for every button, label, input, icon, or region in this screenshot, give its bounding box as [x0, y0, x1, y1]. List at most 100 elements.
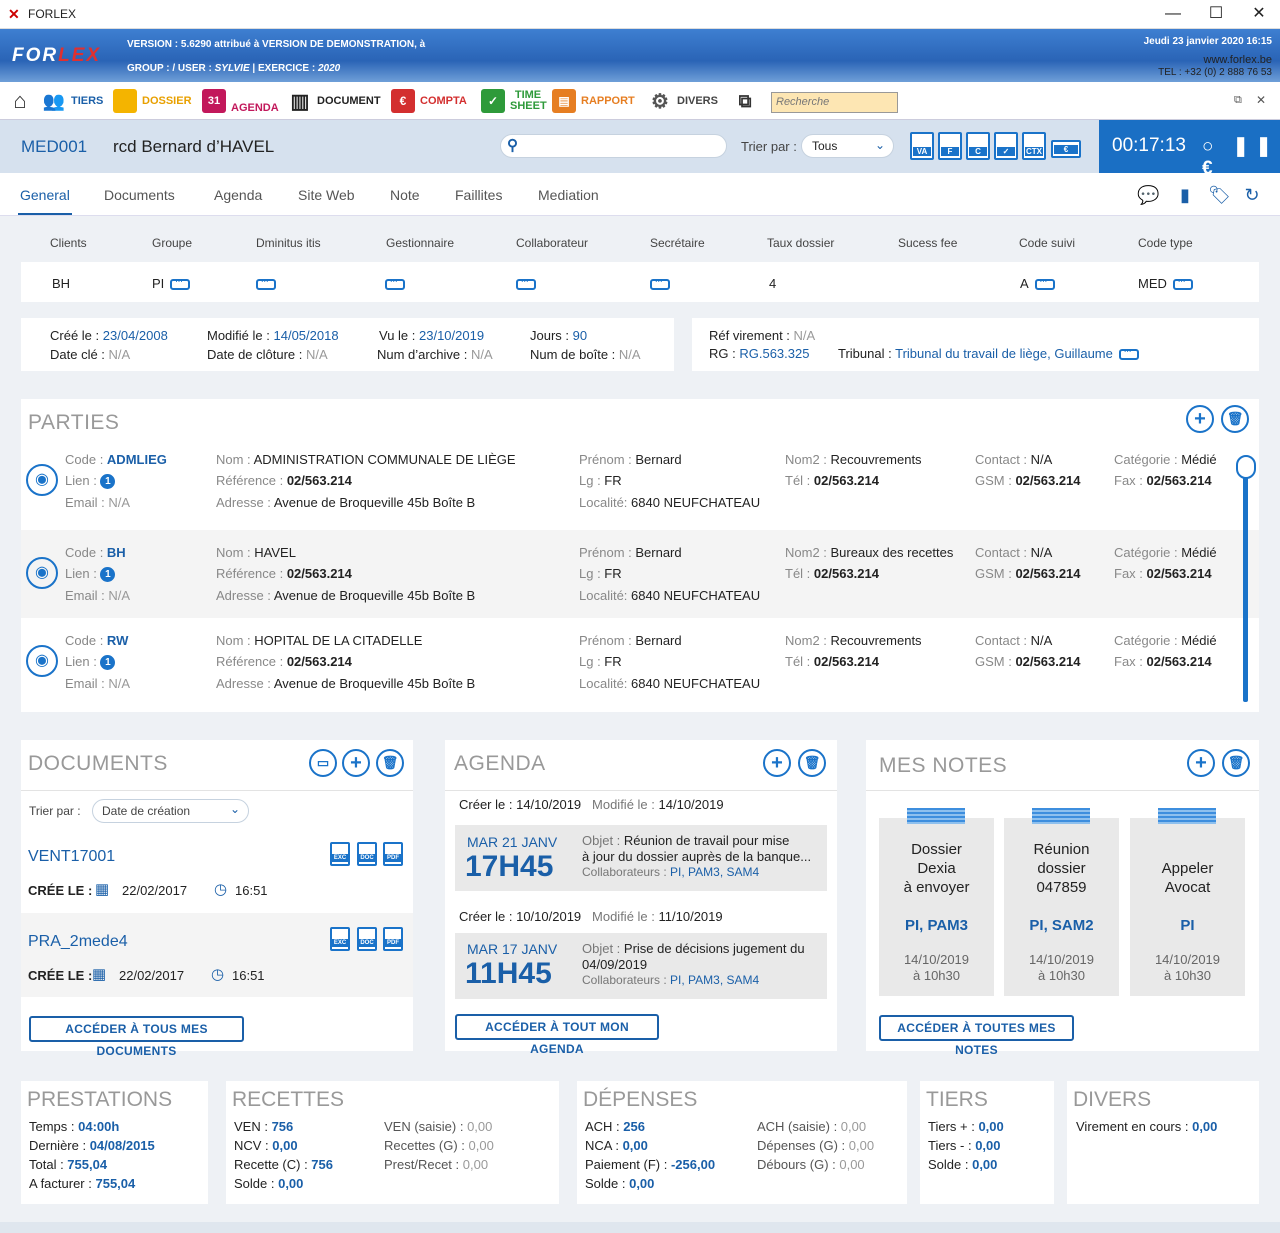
add-document-button[interactable]: +: [342, 749, 370, 777]
party-fax: 02/563.214: [1146, 473, 1212, 488]
toolbar-timesheet[interactable]: ✓ TIME SHEET: [481, 88, 547, 114]
chat-icon[interactable]: 💬: [1137, 185, 1160, 205]
parties-scrollbar-thumb[interactable]: [1236, 455, 1256, 479]
edit-groupe-button[interactable]: [170, 274, 191, 291]
all-notes-button[interactable]: ACCÉDER À TOUTES MES NOTES: [879, 1015, 1074, 1057]
windows-icon: ⧉: [738, 90, 752, 111]
toolbar-windows[interactable]: ⧉: [733, 88, 757, 114]
pdf-file-icon[interactable]: PDF: [383, 927, 403, 951]
party-address: Avenue de Broqueville 45b Boîte B: [273, 588, 476, 603]
all-agenda-button[interactable]: ACCÉDER À TOUT MON AGENDA: [455, 1014, 659, 1056]
party-nom: ADMINISTRATION COMMUNALE DE LIÈGE: [253, 452, 516, 467]
delete-document-button[interactable]: 🗑: [376, 749, 404, 777]
add-agenda-button[interactable]: +: [763, 749, 791, 777]
exc-file-icon[interactable]: EXC: [330, 842, 350, 866]
restore-icon[interactable]: ⧉: [1234, 94, 1242, 106]
party-row[interactable]: ◉ Code : BH Lien : 1 Email : N/A Nom : H…: [21, 530, 1259, 618]
document-item[interactable]: PRA_2mede4 EXC DOC PDF CRÉE LE : ▦ 22/02…: [21, 913, 413, 997]
edit-collaborateur-button[interactable]: [516, 274, 536, 291]
toolbar-compta[interactable]: € COMPTA: [391, 88, 467, 114]
open-folder-button[interactable]: ▭: [309, 749, 337, 777]
global-search-input[interactable]: Recherche: [771, 92, 898, 113]
add-note-button[interactable]: +: [1187, 749, 1215, 777]
party-lien-badge[interactable]: 1: [100, 655, 116, 671]
summary-label: ACH :: [585, 1119, 624, 1134]
tag-icon[interactable]: 🏷: [1208, 185, 1231, 205]
eye-icon[interactable]: ◉: [26, 557, 58, 589]
edit-code-suivi-button[interactable]: [1034, 274, 1055, 291]
party-row[interactable]: ◉ Code : RW Lien : 1 Email : N/A Nom : H…: [21, 618, 1259, 706]
tab-faillites[interactable]: Faillites: [455, 187, 503, 203]
toolbar-rapport[interactable]: ▤ RAPPORT: [552, 88, 635, 114]
toolbar-tiers[interactable]: 👥 TIERS: [42, 88, 104, 114]
party-contact-label: Contact :: [975, 545, 1031, 560]
party-address-label: Adresse :: [216, 676, 274, 691]
document-item[interactable]: VENT17001 EXC DOC PDF CRÉE LE : ▦ 22/02/…: [21, 828, 413, 912]
doc-file-icon[interactable]: DOC: [357, 927, 377, 951]
edit-code-type-button[interactable]: [1172, 274, 1193, 291]
tribunal-label: Tribunal :: [838, 346, 892, 361]
close-button[interactable]: ✕: [1252, 5, 1266, 22]
file-c-icon[interactable]: C: [966, 132, 990, 160]
tab-documents[interactable]: Documents: [104, 187, 175, 203]
eye-icon[interactable]: ◉: [26, 464, 58, 496]
all-documents-button[interactable]: ACCÉDER À TOUS MES DOCUMENTS: [29, 1016, 244, 1058]
tab-general[interactable]: General: [18, 187, 72, 215]
document-name[interactable]: VENT17001: [28, 848, 116, 865]
toolbar-document[interactable]: ▥ DOCUMENT: [288, 88, 381, 114]
file-f-icon[interactable]: F: [938, 132, 962, 160]
tab-agenda[interactable]: Agenda: [214, 187, 263, 203]
party-lien-badge[interactable]: 1: [100, 567, 116, 583]
agenda-item[interactable]: MAR 17 JANV 11H45 Objet : Prise de décis…: [455, 933, 827, 999]
party-lien-badge[interactable]: 1: [100, 474, 116, 490]
sort-select[interactable]: Tous ⌄: [801, 134, 894, 158]
add-party-button[interactable]: +: [1186, 405, 1214, 433]
documents-sort-select[interactable]: Date de création ⌄: [92, 799, 249, 823]
minimize-button[interactable]: —: [1165, 5, 1181, 22]
card-icon[interactable]: €: [1051, 140, 1081, 158]
clipboard-icon[interactable]: ▮: [1180, 185, 1190, 205]
file-va-icon[interactable]: VA: [910, 132, 934, 160]
party-row[interactable]: ◉ Code : ADMLIEG Lien : 1 Email : N/A No…: [21, 441, 1259, 529]
doc-file-icon[interactable]: DOC: [357, 842, 377, 866]
maximize-button[interactable]: ☐: [1208, 5, 1224, 22]
tab-site-web[interactable]: Site Web: [298, 187, 355, 203]
edit-gestionnaire-button[interactable]: [385, 274, 405, 291]
file-ctx-icon[interactable]: CTX: [1022, 132, 1046, 160]
delete-note-button[interactable]: 🗑: [1222, 749, 1250, 777]
party-code-label: Code :: [65, 452, 107, 467]
file-ctx-label: CTX: [1025, 147, 1043, 156]
toolbar-divers[interactable]: ⚙ DIVERS: [648, 88, 718, 114]
delete-party-button[interactable]: 🗑: [1221, 405, 1249, 433]
toolbar-home[interactable]: ⌂: [8, 88, 32, 114]
edit-tribunal-button[interactable]: [1118, 344, 1139, 361]
pdf-file-icon[interactable]: PDF: [383, 842, 403, 866]
exc-file-icon[interactable]: EXC: [330, 927, 350, 951]
eye-icon[interactable]: ◉: [26, 645, 58, 677]
note-card[interactable]: Dossier Dexia à envoyer PI, PAM3 14/10/201…: [879, 808, 994, 996]
timer-controls[interactable]: ○ ❚❚ €: [1202, 136, 1279, 179]
party-lg-label: Lg :: [579, 654, 605, 669]
tab-note[interactable]: Note: [390, 187, 420, 203]
note-card[interactable]: Appeler Avocat PI 14/10/2019 à 10h30: [1130, 808, 1245, 996]
summary-label: Prest/Recet :: [384, 1157, 463, 1172]
party-nom2-label: Nom2 :: [785, 452, 831, 467]
tab-mediation[interactable]: Mediation: [538, 187, 599, 203]
agenda-item[interactable]: MAR 21 JANV 17H45 Objet : Réunion de tra…: [455, 825, 827, 891]
document-name[interactable]: PRA_2mede4: [28, 933, 128, 950]
delete-agenda-button[interactable]: 🗑: [798, 749, 826, 777]
edit-secretaire-button[interactable]: [650, 274, 670, 291]
parties-scrollbar[interactable]: [1243, 462, 1248, 702]
edit-dminitus-button[interactable]: [256, 274, 276, 291]
close-icon[interactable]: ✕: [1256, 93, 1267, 107]
refresh-icon[interactable]: ↻: [1244, 185, 1260, 205]
field-header: Collaborateur: [516, 236, 589, 250]
dossier-search-input[interactable]: ⚲: [500, 134, 727, 158]
created-label: CRÉE LE :: [28, 968, 93, 983]
summary-label: VEN :: [234, 1119, 272, 1134]
note-card[interactable]: Réunion dossier 047859 PI, SAM2 14/10/2019…: [1004, 808, 1119, 996]
toolbar-dossier[interactable]: DOSSIER: [113, 88, 192, 114]
website-link[interactable]: www.forlex.be: [1203, 54, 1272, 66]
file-check-icon[interactable]: ✓: [994, 132, 1018, 160]
toolbar-agenda[interactable]: 31 AGENDA: [202, 88, 279, 114]
